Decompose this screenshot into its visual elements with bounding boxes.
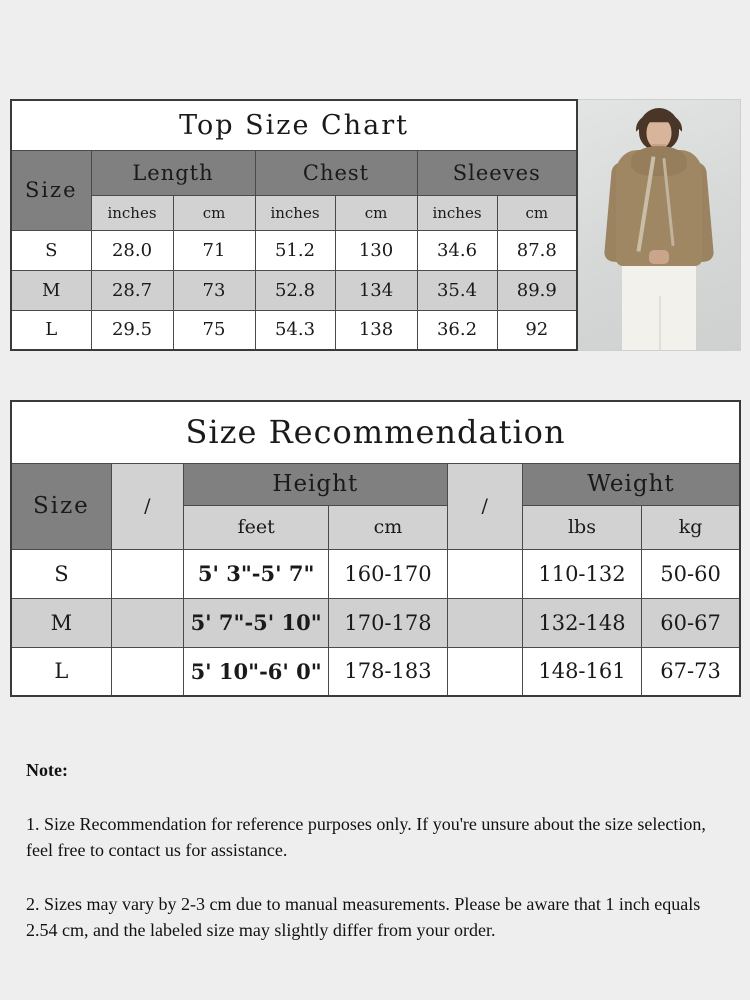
top-chart-m-chest-in: 52.8 [254,269,336,311]
size-rec-unit-feet: feet [182,504,330,550]
top-chart-s-sleeve-cm: 87.8 [496,229,578,271]
size-rec-s-height-cm: 160-170 [328,548,448,599]
size-rec-m-spacer-1 [110,597,184,648]
top-chart-unit-chest-inches: inches [254,194,336,231]
model-face [646,118,672,149]
size-rec-unit-kg: kg [641,504,741,550]
size-rec-m-height-feet: 5' 7"-5' 10" [182,597,330,648]
top-chart-s-length-in: 28.0 [90,229,174,271]
top-chart-unit-chest-cm: cm [334,194,418,231]
size-rec-group-weight: Weight [521,462,741,506]
size-rec-l-height-cm: 178-183 [328,646,448,697]
top-chart-l-length-in: 29.5 [90,309,174,351]
size-rec-m-weight-kg: 60-67 [641,597,741,648]
size-rec-group-header-row: Size / Height / Weight [10,462,741,550]
top-chart-m-length-cm: 73 [172,269,256,311]
jacket-hood [631,146,688,176]
top-size-chart-section: Top Size Chart Size Length Chest Sleeves… [10,99,741,351]
size-rec-s-weight-lbs: 110-132 [521,548,643,599]
top-chart-l-sleeve-cm: 92 [496,309,578,351]
top-chart-unit-sleeve-cm: cm [496,194,578,231]
size-rec-s-spacer-1 [110,548,184,599]
product-photo [578,99,741,351]
top-chart-unit-header-row: inches cm inches cm inches cm [11,194,578,231]
size-rec-unit-header-row: feet cm lbs kg [11,504,741,550]
top-chart-l-chest-in: 54.3 [254,309,336,351]
size-rec-size-s: S [10,548,112,599]
top-chart-l-sleeve-in: 36.2 [416,309,498,351]
top-chart-s-chest-in: 51.2 [254,229,336,271]
size-rec-l-height-feet: 5' 10"-6' 0" [182,646,330,697]
table-row: L 29.5 75 54.3 138 36.2 92 [10,309,578,351]
size-rec-l-weight-lbs: 148-161 [521,646,643,697]
note-item-2: 2. Sizes may vary by 2-3 cm due to manua… [26,894,701,941]
size-rec-l-spacer-1 [110,646,184,697]
top-chart-size-m: M [10,269,92,311]
size-rec-group-height: Height [182,462,448,506]
size-recommendation-table: Size Recommendation Size / Height / Weig… [10,400,741,697]
model-pants-seam [659,296,662,350]
top-chart-title: Top Size Chart [10,99,578,151]
table-row: M 28.7 73 52.8 134 35.4 89.9 [10,269,578,311]
size-rec-unit-height-cm: cm [328,504,448,550]
top-chart-group-header-row: Size Length Chest Sleeves [10,149,578,231]
top-chart-l-length-cm: 75 [172,309,256,351]
top-chart-m-sleeve-in: 35.4 [416,269,498,311]
top-chart-size-s: S [10,229,92,271]
top-chart-group-length: Length [90,149,256,196]
size-rec-m-height-cm: 170-178 [328,597,448,648]
note-item-1: 1. Size Recommendation for reference pur… [26,814,706,861]
size-rec-s-weight-kg: 50-60 [641,548,741,599]
size-rec-m-weight-lbs: 132-148 [521,597,643,648]
size-rec-size-header: Size [10,462,112,550]
table-row: S 28.0 71 51.2 130 34.6 87.8 [10,229,578,271]
size-rec-size-l: L [10,646,112,697]
size-rec-unit-lbs: lbs [521,504,643,550]
top-chart-group-sleeves: Sleeves [416,149,578,196]
top-chart-m-sleeve-cm: 89.9 [496,269,578,311]
table-row: S 5' 3"-5' 7" 160-170 110-132 50-60 [10,548,741,599]
notes-heading: Note: [26,760,68,780]
size-rec-l-weight-kg: 67-73 [641,646,741,697]
top-chart-s-length-cm: 71 [172,229,256,271]
top-chart-unit-length-cm: cm [172,194,256,231]
notes-section: Note: 1. Size Recommendation for referen… [26,760,726,971]
top-chart-m-length-in: 28.7 [90,269,174,311]
size-rec-s-height-feet: 5' 3"-5' 7" [182,548,330,599]
top-chart-size-header: Size [10,149,92,231]
top-chart-unit-sleeve-inches: inches [416,194,498,231]
model-hands [649,250,670,264]
top-chart-m-chest-cm: 134 [334,269,418,311]
top-chart-size-l: L [10,309,92,351]
top-chart-s-sleeve-in: 34.6 [416,229,498,271]
top-chart-s-chest-cm: 130 [334,229,418,271]
top-chart-group-chest: Chest [254,149,418,196]
size-rec-s-spacer-2 [446,548,523,599]
table-row: M 5' 7"-5' 10" 170-178 132-148 60-67 [10,597,741,648]
size-rec-title: Size Recommendation [10,400,741,464]
top-chart-l-chest-cm: 138 [334,309,418,351]
size-rec-l-spacer-2 [446,646,523,697]
size-rec-title-row: Size Recommendation [10,400,741,464]
top-size-chart-table: Top Size Chart Size Length Chest Sleeves… [10,99,579,351]
table-row: L 5' 10"-6' 0" 178-183 148-161 67-73 [10,646,741,697]
size-rec-slash-1: / [110,462,184,550]
size-rec-m-spacer-2 [446,597,523,648]
top-chart-title-row: Top Size Chart [10,99,578,151]
size-rec-slash-2: / [446,462,523,550]
size-rec-size-m: M [10,597,112,648]
top-chart-unit-length-inches: inches [90,194,174,231]
